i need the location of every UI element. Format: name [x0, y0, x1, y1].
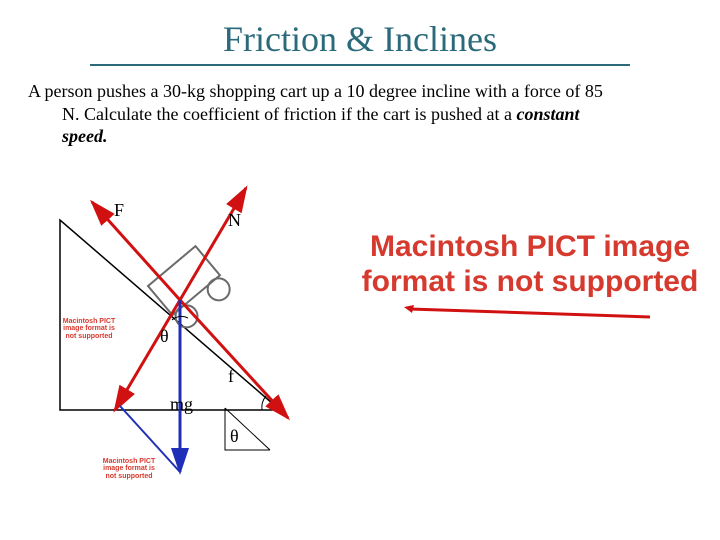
pict-placeholder-2: Macintosh PICT image format is not suppo… [100, 458, 158, 480]
pict-error-underline [400, 303, 660, 327]
problem-line2a: N. Calculate the coefficient of friction… [62, 104, 517, 124]
label-theta-lower: θ [230, 426, 239, 447]
label-f-lower: f [228, 366, 234, 387]
problem-line1: A person pushes a 30-kg shopping cart up… [28, 81, 603, 101]
problem-emph-speed: speed. [62, 126, 107, 146]
page-title: Friction & Inclines [0, 0, 720, 60]
label-N: N [228, 210, 241, 231]
force-diagram: F N f θ θ mg Macintosh PICT image format… [30, 170, 370, 500]
pict-error-text: Macintosh PICT image format is not suppo… [362, 230, 699, 298]
label-F: F [114, 200, 124, 221]
problem-text: A person pushes a 30-kg shopping cart up… [0, 66, 720, 148]
pict-error-main: Macintosh PICT image format is not suppo… [360, 230, 700, 327]
label-mg: mg [170, 394, 193, 415]
pict-placeholder-1: Macintosh PICT image format is not suppo… [60, 318, 118, 340]
label-theta-upper: θ [160, 326, 169, 347]
problem-emph-constant: constant [517, 104, 580, 124]
